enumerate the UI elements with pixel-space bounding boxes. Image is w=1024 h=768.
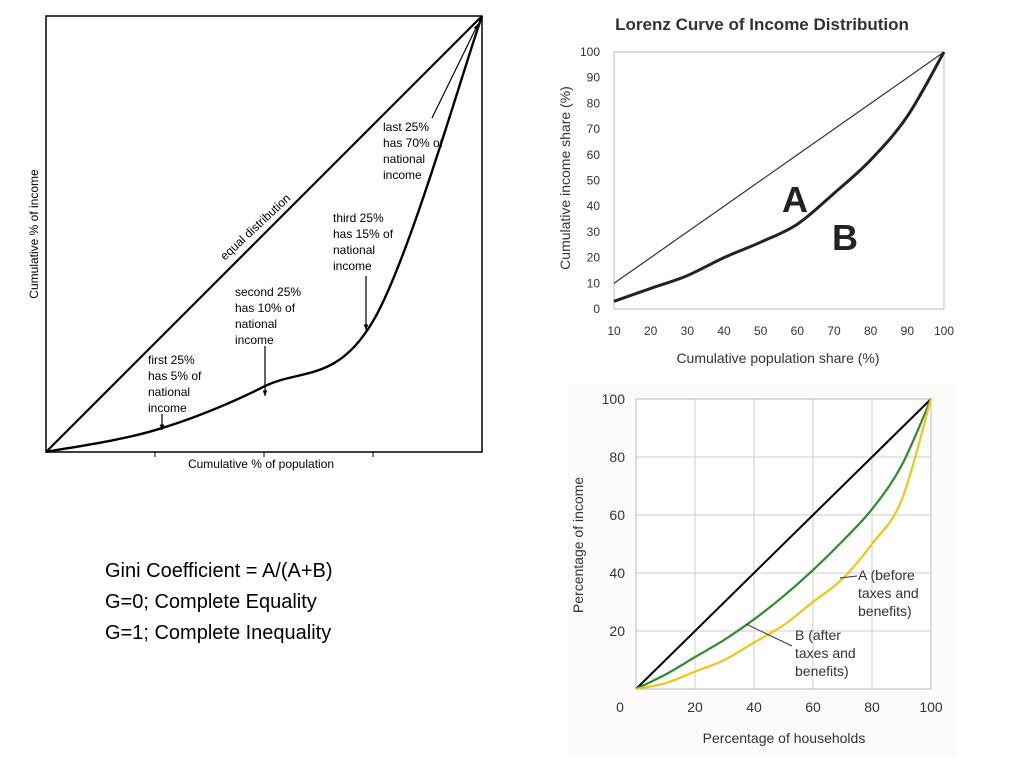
y-tick-label-50: 50 xyxy=(587,174,601,188)
y-tick-label-80: 80 xyxy=(609,449,625,465)
third-quarter-note-line-1: third 25% xyxy=(333,211,384,225)
equality-line xyxy=(613,51,945,284)
after-taxes-curve xyxy=(635,398,933,691)
y-tick-label-40: 40 xyxy=(587,199,601,213)
x-axis-label: Percentage of households xyxy=(703,730,866,746)
equal-distribution-line xyxy=(45,15,483,453)
x-tick-label-20: 20 xyxy=(687,699,703,715)
x-tick-label-60: 60 xyxy=(791,324,805,338)
y-tick-label-10: 10 xyxy=(587,276,601,290)
third-quarter-note-line-2: has 15% of xyxy=(333,227,394,241)
y-tick-label-60: 60 xyxy=(609,507,625,523)
y-axis-label: Cumulative income share (%) xyxy=(557,86,573,270)
x-tick-label-80: 80 xyxy=(864,699,880,715)
last-quarter-arrow-line xyxy=(431,23,479,119)
before-taxes-leader xyxy=(839,575,858,579)
after-taxes-note-line-1: B (after xyxy=(795,627,841,643)
chart-title: Lorenz Curve of Income Distribution xyxy=(615,15,909,34)
after-taxes-note-line-2: taxes and xyxy=(795,645,856,661)
y-axis-label: Cumulative % of income xyxy=(27,169,41,299)
equality-line xyxy=(635,398,932,690)
x-tick-label-90: 90 xyxy=(901,324,915,338)
y-tick-label-0: 0 xyxy=(593,302,600,316)
second-quarter-note-line-1: second 25% xyxy=(235,285,301,299)
y-tick-label-70: 70 xyxy=(587,122,601,136)
x-tick-label-40: 40 xyxy=(717,324,731,338)
x-tick-label-80: 80 xyxy=(864,324,878,338)
first-quarter-note-line-3: national xyxy=(148,385,190,399)
third-quarter-arrow-head xyxy=(363,324,369,330)
x-tick-label-0: 0 xyxy=(616,699,624,715)
x-tick-label-40: 40 xyxy=(746,699,762,715)
last-quarter-note-line-1: last 25% xyxy=(383,120,429,134)
y-tick-label-30: 30 xyxy=(587,225,601,239)
y-tick-label-20: 20 xyxy=(587,251,601,265)
first-quarter-note-line-1: first 25% xyxy=(148,353,195,367)
gini-formula: Gini Coefficient = A/(A+B) xyxy=(105,560,333,582)
before-taxes-note-line-3: benefits) xyxy=(858,603,912,619)
before-taxes-curve xyxy=(635,398,933,690)
x-axis-label: Cumulative % of population xyxy=(188,457,334,471)
first-quarter-note-line-4: income xyxy=(148,401,187,415)
plot-frame xyxy=(613,51,945,310)
after-taxes-leader xyxy=(745,623,793,647)
third-quarter-note-line-3: national xyxy=(333,243,375,257)
first-quarter-note-line-2: has 5% of xyxy=(148,369,202,383)
lorenz-curve xyxy=(613,51,946,303)
before-taxes-note-line-2: taxes and xyxy=(858,585,919,601)
x-tick-label-100: 100 xyxy=(934,324,954,338)
x-tick-label-60: 60 xyxy=(805,699,821,715)
last-quarter-note-line-2: has 70% of xyxy=(383,136,444,150)
region-a-label: A xyxy=(782,179,808,220)
last-quarter-note-line-4: income xyxy=(383,168,422,182)
after-taxes-note-line-3: benefits) xyxy=(795,663,849,679)
y-tick-label-80: 80 xyxy=(587,96,601,110)
third-quarter-note-line-4: income xyxy=(333,259,372,273)
y-tick-label-100: 100 xyxy=(602,391,626,407)
second-quarter-note-line-4: income xyxy=(235,333,274,347)
second-quarter-note-line-3: national xyxy=(235,317,277,331)
x-tick-label-50: 50 xyxy=(754,324,768,338)
x-tick-label-20: 20 xyxy=(644,324,658,338)
gini-complete-equality: G=0; Complete Equality xyxy=(105,591,317,613)
x-tick-label-30: 30 xyxy=(681,324,695,338)
second-quarter-note-line-2: has 10% of xyxy=(235,301,296,315)
gini-complete-inequality: G=1; Complete Inequality xyxy=(105,622,332,644)
y-axis-label: Percentage of income xyxy=(570,477,586,613)
y-tick-label-40: 40 xyxy=(609,565,625,581)
region-b-label: B xyxy=(832,217,858,258)
y-tick-label-20: 20 xyxy=(609,623,625,639)
y-tick-label-60: 60 xyxy=(587,148,601,162)
second-quarter-arrow-head xyxy=(262,390,268,396)
lorenz-curve xyxy=(45,15,484,454)
x-tick-label-10: 10 xyxy=(607,324,621,338)
y-tick-label-90: 90 xyxy=(587,71,601,85)
x-tick-label-100: 100 xyxy=(919,699,943,715)
before-taxes-note-line-1: A (before xyxy=(858,567,915,583)
last-quarter-note-line-3: national xyxy=(383,152,425,166)
y-tick-label-100: 100 xyxy=(580,45,600,59)
x-tick-label-70: 70 xyxy=(827,324,841,338)
x-axis-label: Cumulative population share (%) xyxy=(676,350,879,366)
last-quarter-arrow-head xyxy=(473,24,478,30)
gini-text-block: Gini Coefficient = A/(A+B) G=0; Complete… xyxy=(105,556,333,649)
first-quarter-arrow-head xyxy=(159,424,165,430)
